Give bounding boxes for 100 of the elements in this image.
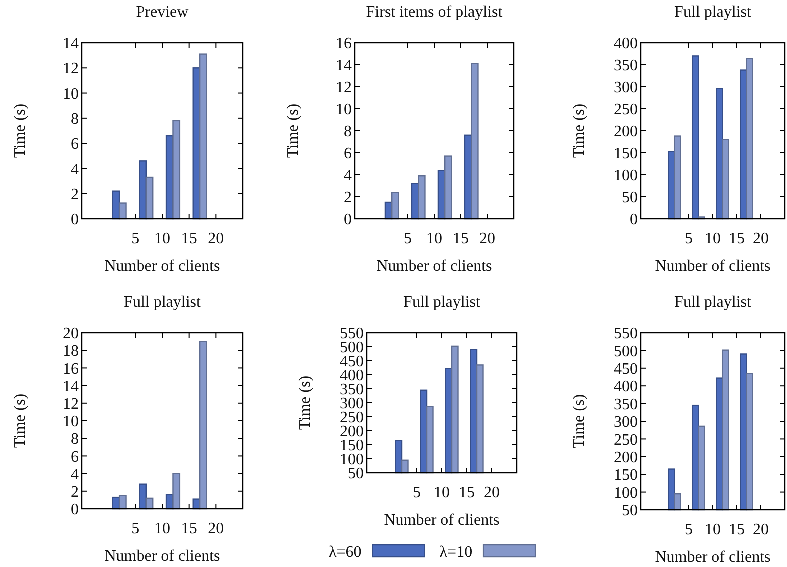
y-axis-title: Time (s): [12, 394, 29, 448]
x-tick-label: 15: [453, 230, 469, 248]
chart-title: Full playlist: [674, 294, 752, 311]
x-tick-label: 20: [484, 484, 500, 502]
x-tick-label: 10: [154, 520, 170, 538]
chart-title: First items of playlist: [366, 4, 504, 21]
y-tick-label: 6: [344, 146, 352, 163]
x-tick-label: 15: [729, 230, 745, 248]
y-tick-label: 150: [614, 146, 638, 163]
x-axis-title: Number of clients: [384, 512, 500, 529]
y-axis-title: Time (s): [285, 104, 302, 158]
y-tick-label: 0: [344, 212, 352, 229]
y-tick-label: 150: [614, 467, 638, 484]
y-tick-label: 0: [71, 212, 79, 229]
y-tick-label: 4: [344, 168, 352, 185]
y-tick-label: 50: [622, 502, 638, 520]
chart-title: Full playlist: [674, 4, 752, 21]
y-tick-label: 10: [63, 414, 79, 431]
x-axis-title: Number of clients: [655, 549, 771, 566]
y-tick-label: 6: [71, 448, 79, 466]
bar: [146, 176, 154, 220]
bar: [692, 56, 700, 220]
y-axis-title: Time (s): [571, 104, 588, 158]
y-tick-label: 400: [614, 378, 638, 396]
y-tick-label: 4: [71, 161, 79, 178]
bar: [674, 136, 682, 220]
x-tick-label: 15: [459, 484, 475, 502]
y-tick-label: 400: [614, 36, 638, 53]
y-tick-label: 500: [614, 343, 638, 360]
y-tick-label: 14: [63, 36, 79, 53]
bar: [199, 341, 208, 510]
y-tick-label: 250: [614, 102, 638, 119]
y-tick-label: 10: [63, 86, 79, 103]
y-tick-label: 12: [63, 60, 79, 78]
bar: [722, 139, 730, 220]
y-tick-label: 0: [630, 212, 638, 229]
x-tick-label: 10: [426, 230, 442, 248]
y-tick-label: 350: [614, 58, 638, 75]
y-tick-label: 100: [614, 168, 638, 185]
legend-label: λ=10: [440, 544, 473, 561]
x-axis-title: Number of clients: [655, 258, 771, 275]
y-tick-label: 0: [71, 502, 79, 519]
y-tick-label: 450: [614, 361, 638, 378]
x-tick-label: 5: [404, 230, 412, 248]
bar: [418, 176, 426, 220]
y-tick-label: 16: [63, 360, 79, 378]
bar: [199, 54, 208, 220]
y-tick-label: 2: [71, 484, 79, 501]
y-tick-label: 2: [344, 190, 352, 207]
x-tick-label: 20: [208, 520, 224, 538]
x-tick-label: 5: [685, 522, 693, 539]
y-tick-label: 300: [614, 80, 638, 97]
y-tick-label: 200: [614, 124, 638, 141]
bar: [392, 192, 400, 220]
bar: [139, 484, 147, 510]
y-tick-label: 200: [614, 450, 638, 466]
x-tick-label: 15: [181, 520, 198, 538]
x-tick-label: 20: [753, 230, 769, 248]
legend-label: λ=60: [329, 544, 362, 561]
x-tick-label: 20: [753, 522, 769, 539]
x-axis-title: Number of clients: [104, 258, 220, 275]
y-tick-label: 14: [336, 58, 352, 75]
x-axis-title: Number of clients: [376, 258, 492, 275]
x-tick-label: 10: [154, 230, 170, 248]
y-tick-label: 14: [63, 378, 79, 396]
bar: [471, 63, 479, 220]
x-tick-label: 5: [413, 484, 421, 502]
y-tick-label: 10: [336, 102, 352, 119]
y-axis-title: Time (s): [297, 376, 314, 430]
y-tick-label: 100: [614, 484, 638, 502]
y-tick-label: 8: [344, 124, 352, 141]
x-tick-label: 15: [181, 230, 198, 248]
x-tick-label: 15: [729, 522, 745, 539]
y-tick-label: 18: [63, 343, 79, 360]
y-tick-label: 16: [336, 36, 352, 53]
x-tick-label: 10: [434, 484, 450, 502]
y-tick-label: 300: [614, 414, 638, 432]
y-tick-label: 20: [63, 326, 79, 343]
y-tick-label: 550: [614, 326, 638, 343]
bar: [118, 202, 127, 220]
y-tick-label: 2: [71, 186, 79, 204]
x-tick-label: 10: [705, 230, 721, 248]
y-axis-title: Time (s): [571, 394, 588, 449]
x-tick-label: 20: [208, 230, 224, 248]
y-tick-label: 250: [614, 432, 638, 449]
y-tick-label: 8: [71, 431, 79, 448]
chart-title: Preview: [136, 4, 190, 21]
x-tick-label: 5: [132, 520, 140, 538]
chart-title: Full playlist: [124, 294, 202, 311]
x-tick-label: 5: [132, 230, 140, 248]
y-axis-title: Time (s): [12, 104, 29, 158]
bar: [444, 156, 452, 220]
bar: [172, 120, 181, 220]
y-tick-label: 4: [71, 466, 79, 484]
y-tick-label: 8: [71, 111, 79, 128]
bar: [746, 58, 754, 220]
bar: [139, 160, 147, 220]
x-tick-label: 10: [705, 522, 721, 539]
y-tick-label: 12: [336, 80, 352, 97]
chart-title: Full playlist: [404, 294, 481, 311]
